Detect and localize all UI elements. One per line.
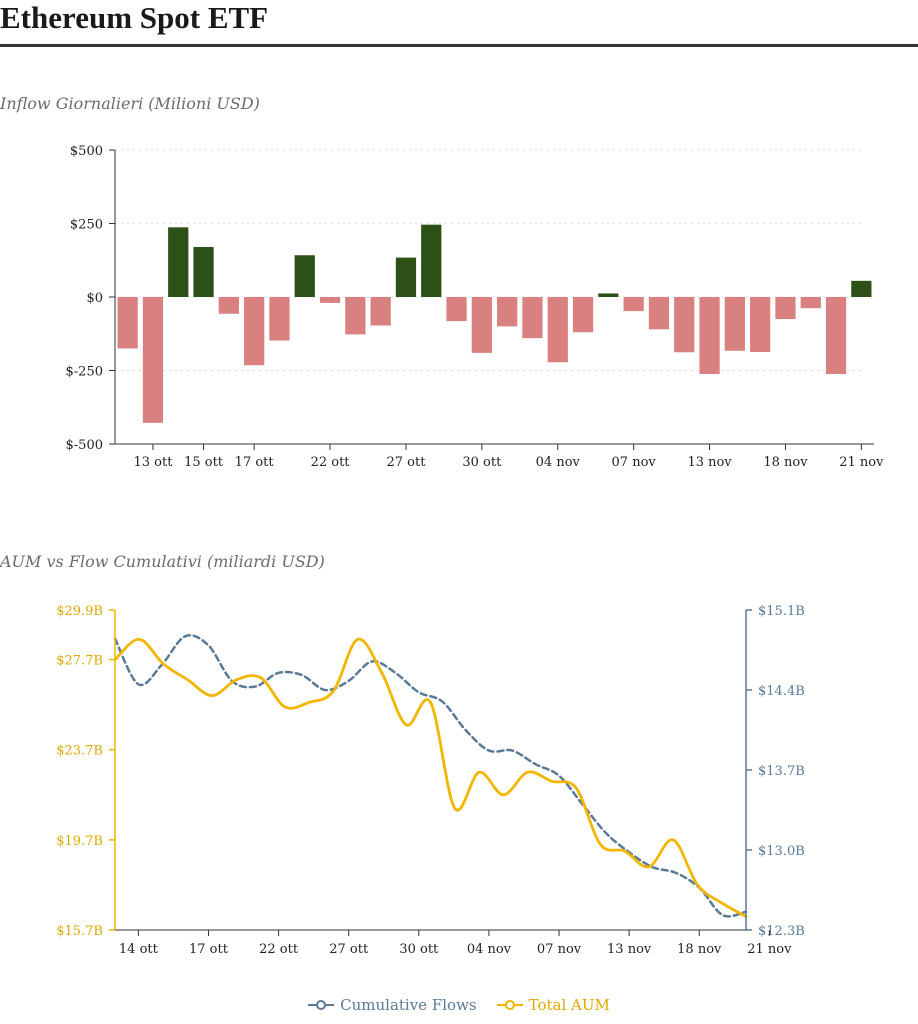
right-y-tick-label: $15.1B [758,604,805,619]
inflow-bar [193,247,214,297]
inflow-chart-title: Inflow Giornalieri (Milioni USD) [0,94,260,113]
x-tick-label: 17 ott [189,942,229,957]
inflow-bar [775,297,796,320]
x-tick-label: 13 ott [133,455,173,470]
x-tick-label: 07 nov [537,942,582,957]
inflow-bar [269,297,290,341]
inflow-bar [699,297,720,375]
inflow-bar [117,297,138,349]
inflow-bar [800,297,821,309]
inflow-bar [547,297,568,363]
inflow-bar [623,297,644,312]
inflow-bar [522,297,543,339]
inflow-bar [142,297,164,423]
right-y-tick-label: $12.3B [758,924,805,939]
x-tick-label: 22 ott [311,455,351,470]
y-tick-label: $-500 [66,438,103,453]
title-divider [0,44,918,47]
inflow-bar [168,227,189,297]
inflow-bar [471,297,492,353]
inflow-bar [648,297,670,330]
inflow-bar [294,255,315,297]
total-aum-line-icon [496,999,523,1011]
right-y-tick-label: $13.0B [758,844,805,859]
inflow-bar [724,297,745,351]
inflow-bar [370,297,391,326]
inflow-bar [674,297,695,353]
inflow-bar [825,297,847,375]
x-tick-label: 27 ott [386,455,426,470]
inflow-bar [218,297,239,314]
left-y-tick-label: $27.7B [56,654,103,669]
total-aum-line [113,637,748,918]
cumulative-flows-line-icon [308,999,335,1011]
inflow-bar [319,297,341,303]
right-y-tick-label: $14.4B [758,684,805,699]
x-tick-label: 30 ott [462,455,502,470]
x-tick-label: 27 ott [329,942,369,957]
right-y-tick-label: $13.7B [758,764,805,779]
x-tick-label: 30 ott [399,942,439,957]
inflow-bar [421,224,442,297]
y-tick-label: $-250 [66,365,103,380]
x-tick-label: 15 ott [184,455,224,470]
inflow-bar [345,297,366,335]
aum-chart-title: AUM vs Flow Cumulativi (miliardi USD) [0,552,325,571]
x-tick-label: 13 nov [607,942,652,957]
legend-item-cumulative-flows[interactable]: Cumulative Flows [308,996,477,1014]
daily-inflow-bar-chart: $500 $250 $0 $-250 $-500 13 ott 15 ott 17 ott 22… [66,144,885,470]
inflow-bar [446,297,467,322]
x-tick-label: 07 nov [612,455,657,470]
x-tick-label: 18 nov [763,455,808,470]
chart-legend: Cumulative Flows Total AUM [0,996,918,1014]
x-tick-label: 17 ott [235,455,275,470]
inflow-bar [395,257,417,297]
inflow-bar [851,280,872,297]
x-tick-label: 13 nov [687,455,732,470]
inflow-bar [750,297,771,352]
left-y-tick-label: $23.7B [56,744,103,759]
page-title: Ethereum Spot ETF [0,0,269,35]
x-tick-label: 04 nov [536,455,581,470]
inflow-bar [572,297,594,333]
left-y-tick-label: $29.9B [56,604,103,619]
y-tick-label: $500 [70,144,103,159]
inflow-bar [244,297,265,366]
x-tick-label: 04 nov [467,942,512,957]
legend-item-total-aum[interactable]: Total AUM [496,996,610,1014]
y-tick-label: $250 [70,218,103,233]
inflow-bar [497,297,518,327]
y-tick-label: $0 [86,291,103,306]
aum-vs-cumulative-line-chart: $29.9B $27.7B $23.7B $19.7B $15.7B $15.1B $14.… [56,604,805,957]
x-tick-label: 21 nov [747,942,792,957]
x-tick-label: 21 nov [839,455,884,470]
x-tick-label: 14 ott [119,942,159,957]
left-y-tick-label: $19.7B [56,834,103,849]
legend-label-cumulative-flows: Cumulative Flows [340,996,477,1014]
left-y-tick-label: $15.7B [56,924,103,939]
legend-label-total-aum: Total AUM [528,996,610,1014]
inflow-bar [598,293,619,297]
cumulative-flows-line [113,634,748,918]
x-tick-label: 22 ott [259,942,299,957]
x-tick-label: 18 nov [677,942,722,957]
